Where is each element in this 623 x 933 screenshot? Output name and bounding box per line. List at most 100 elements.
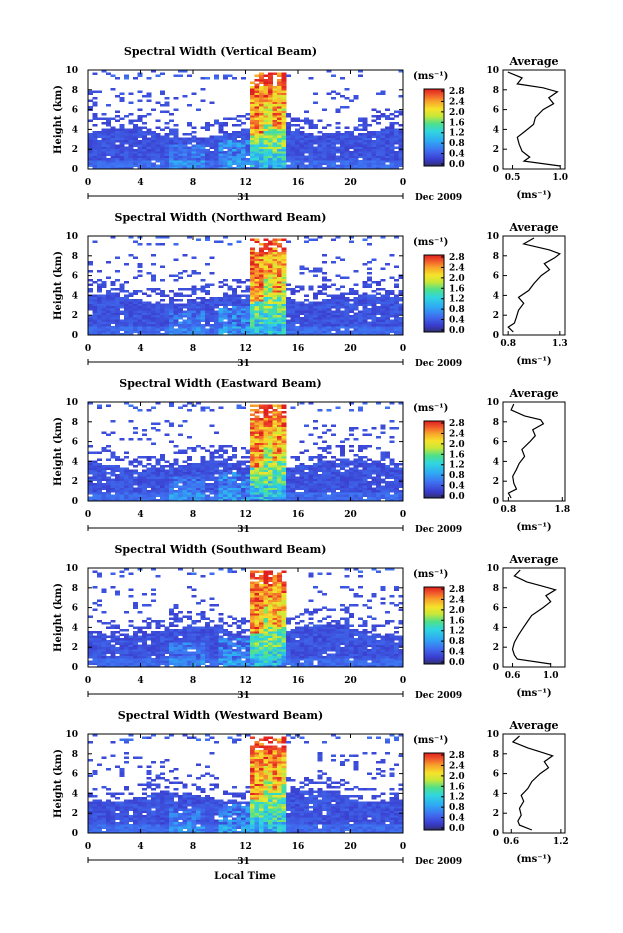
heatmap-cell — [151, 465, 156, 468]
heatmap-cell — [156, 458, 161, 461]
heatmap-cell — [381, 479, 386, 482]
heatmap-cell — [129, 299, 134, 302]
heatmap-cell — [255, 79, 260, 82]
heatmap-cell — [286, 283, 291, 286]
heatmap-cell — [169, 290, 174, 293]
heatmap-cell — [129, 438, 134, 441]
heatmap-cell — [120, 97, 125, 100]
heatmap-cell — [277, 252, 282, 255]
colorbar-tick-label: 0.4 — [449, 316, 465, 326]
y-axis-label: Height (km) — [53, 417, 64, 486]
heatmap-cell — [111, 452, 116, 455]
heatmap-cell — [390, 319, 395, 322]
colorbar-unit: (ms⁻¹) — [413, 71, 448, 82]
heatmap-cell — [336, 470, 341, 473]
heatmap-cell — [106, 476, 111, 479]
heatmap-cell — [300, 492, 305, 495]
heatmap-cell — [385, 452, 390, 455]
heatmap-cell — [358, 75, 363, 78]
heatmap-cell — [237, 404, 242, 407]
heatmap-cell — [115, 292, 120, 295]
heatmap-cell — [88, 283, 93, 286]
heatmap-cell — [390, 297, 395, 300]
heatmap-cell — [246, 117, 251, 120]
heatmap-cell — [358, 129, 363, 132]
heatmap-cell — [97, 117, 102, 120]
heatmap-cell — [372, 108, 377, 111]
x-tick-label: 0 — [85, 178, 91, 188]
heatmap-cell — [187, 288, 192, 291]
heatmap-cell — [223, 458, 228, 461]
heatmap-cell — [367, 261, 372, 264]
heatmap-cell — [367, 277, 372, 280]
heatmap-cell — [106, 445, 111, 448]
heatmap-cell — [138, 115, 143, 118]
heatmap-cell — [241, 122, 246, 125]
heatmap-cell — [381, 90, 386, 93]
colorbar-tick-label: 2.0 — [449, 274, 465, 284]
heatmap-cell — [142, 470, 147, 473]
heatmap-cell — [183, 319, 188, 322]
heatmap-cell — [390, 117, 395, 120]
heatmap-cell — [174, 124, 179, 127]
heatmap-cell — [120, 93, 125, 96]
heatmap-cell — [349, 241, 354, 244]
heatmap-cell — [394, 122, 399, 125]
heatmap-cell — [277, 238, 282, 241]
heatmap-cell — [97, 295, 102, 298]
heatmap-cell — [93, 570, 98, 573]
heatmap-cell — [300, 131, 305, 134]
heatmap-cell — [174, 292, 179, 295]
heatmap-cell — [376, 447, 381, 450]
heatmap-cell — [133, 241, 138, 244]
y-tick-label: 6 — [72, 106, 78, 116]
heatmap-cell — [115, 256, 120, 259]
heatmap-cell — [376, 297, 381, 300]
heatmap-cell — [201, 447, 206, 450]
heatmap-cell — [210, 124, 215, 127]
heatmap-cell — [147, 463, 152, 466]
heatmap-cell — [93, 113, 98, 116]
heatmap-cell — [372, 290, 377, 293]
heatmap-cell — [322, 447, 327, 450]
heatmap-cell — [336, 156, 341, 159]
date-label: Dec 2009 — [415, 525, 462, 535]
heatmap-cell — [237, 115, 242, 118]
heatmap-cell — [318, 290, 323, 293]
heatmap-cell — [151, 288, 156, 291]
heatmap-cell — [156, 133, 161, 136]
heatmap-cell — [345, 438, 350, 441]
heatmap-cell — [115, 111, 120, 114]
heatmap-cell — [349, 304, 354, 307]
heatmap-cell — [322, 261, 327, 264]
heatmap-cell — [259, 404, 264, 407]
heatmap-cell — [210, 409, 215, 412]
heatmap-cell — [291, 299, 296, 302]
heatmap-cell — [187, 104, 192, 107]
heatmap-cell — [147, 113, 152, 116]
colorbar-tick-label: 2.8 — [449, 419, 465, 429]
heatmap-cell — [111, 465, 116, 468]
heatmap-cell — [120, 458, 125, 461]
heatmap-cell — [232, 463, 237, 466]
heatmap-cell — [138, 409, 143, 412]
heatmap-cell — [394, 115, 399, 118]
heatmap-cell — [286, 319, 291, 322]
heatmap-cell — [376, 306, 381, 309]
profile-y-tick-label: 4 — [493, 125, 499, 135]
heatmap-cell — [183, 461, 188, 464]
heatmap-cell — [363, 429, 368, 432]
x-tick-label: 12 — [239, 178, 252, 188]
heatmap-cell — [97, 283, 102, 286]
heatmap-cell — [367, 283, 372, 286]
heatmap-cell — [318, 135, 323, 138]
heatmap-cell — [210, 272, 215, 275]
heatmap-cell — [210, 425, 215, 428]
heatmap-cell — [102, 483, 107, 486]
heatmap-cell — [138, 270, 143, 273]
heatmap-cell — [340, 458, 345, 461]
heatmap-cell — [381, 425, 386, 428]
heatmap-cells — [88, 568, 403, 667]
heatmap-cell — [354, 135, 359, 138]
heatmap-cell — [93, 461, 98, 464]
